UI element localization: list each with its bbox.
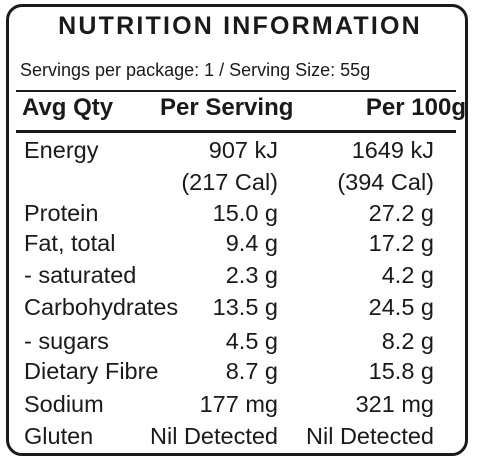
nutrient-row: Sodium 177 mg 321 mg <box>0 389 480 420</box>
per-100g-value: 4.2 g <box>381 262 434 288</box>
per-serving-value: (217 Cal) <box>181 169 278 195</box>
per-serving-value: 15.0 g <box>212 200 278 226</box>
nutrient-label: Dietary Fibre <box>24 358 159 384</box>
nutrient-row: Gluten Nil Detected Nil Detected <box>0 421 480 452</box>
nutrient-label: Protein <box>24 200 99 226</box>
nutrient-label: Gluten <box>24 423 94 449</box>
header-avg-qty: Avg Qty <box>22 94 114 121</box>
nutrient-row: - sugars 4.5 g 8.2 g <box>0 326 480 357</box>
nutrient-label: - sugars <box>24 328 109 354</box>
header-per-100g: Per 100g <box>365 94 466 121</box>
per-serving-value: 2.3 g <box>225 262 278 288</box>
per-serving-value: 177 mg <box>199 391 278 417</box>
per-100g-value: 15.8 g <box>368 358 434 384</box>
per-serving-value: 13.5 g <box>212 294 278 320</box>
divider-thin <box>16 90 456 92</box>
nutrient-label: Energy <box>24 137 99 163</box>
panel-title: NUTRITION INFORMATION <box>58 12 422 40</box>
per-serving-value: 9.4 g <box>225 230 278 256</box>
nutrition-panel <box>6 4 468 456</box>
nutrient-label: Sodium <box>24 391 104 417</box>
per-100g-value: 17.2 g <box>368 230 434 256</box>
nutrient-label: Fat, total <box>24 230 116 256</box>
per-100g-value: 321 mg <box>355 391 434 417</box>
header-per-serving: Per Serving <box>160 94 294 121</box>
per-serving-value: 907 kJ <box>208 137 278 163</box>
per-serving-value: 4.5 g <box>225 328 278 354</box>
per-100g-value: 8.2 g <box>381 328 434 354</box>
per-100g-value: (394 Cal) <box>337 169 434 195</box>
per-serving-value: Nil Detected <box>150 423 278 449</box>
per-100g-value: 24.5 g <box>368 294 434 320</box>
per-serving-value: 8.7 g <box>225 358 278 384</box>
nutrient-row: (217 Cal) (394 Cal) <box>0 167 480 198</box>
nutrient-row: Carbohydrates 13.5 g 24.5 g <box>0 292 480 323</box>
nutrient-row: Protein 15.0 g 27.2 g <box>0 198 480 229</box>
per-100g-value: Nil Detected <box>306 423 434 449</box>
nutrient-row: - saturated 2.3 g 4.2 g <box>0 260 480 291</box>
nutrient-label: - saturated <box>24 262 137 288</box>
nutrient-label: Carbohydrates <box>24 294 179 320</box>
per-100g-value: 1649 kJ <box>351 137 434 163</box>
serving-info: Servings per package: 1 / Serving Size: … <box>20 60 371 80</box>
nutrient-row: Energy 907 kJ 1649 kJ <box>0 135 480 166</box>
nutrient-row: Fat, total 9.4 g 17.2 g <box>0 228 480 259</box>
per-100g-value: 27.2 g <box>368 200 434 226</box>
divider-thick <box>16 130 456 133</box>
nutrient-row: Dietary Fibre 8.7 g 15.8 g <box>0 356 480 387</box>
